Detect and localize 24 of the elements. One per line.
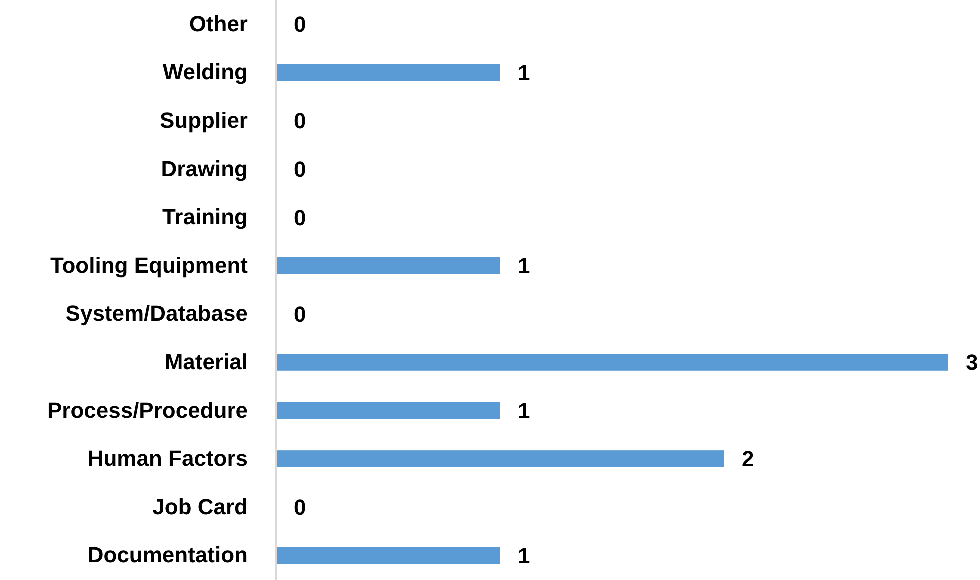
data-label: 0 [294,495,306,520]
data-label: 1 [518,398,530,424]
y-tick-label: Welding [162,60,248,85]
data-label: 1 [518,254,530,279]
y-tick-label: Process/Procedure [47,398,248,423]
data-label: 0 [294,108,306,134]
y-tick-label: Material [164,349,248,374]
data-label: 0 [294,205,306,230]
y-tick-label: Training [162,204,248,230]
y-tick-label: Drawing [161,156,248,182]
data-label: 1 [518,60,530,86]
y-tick-label: Job Card [152,494,248,520]
y-tick-label: System/Database [66,301,248,326]
data-label: 3 [966,350,978,376]
y-tick-label: Supplier [160,108,248,134]
y-tick-label: Tooling Equipment [50,252,249,278]
data-label: 0 [294,302,306,327]
data-label: 1 [518,543,530,568]
y-tick-label: Human Factors [88,446,248,472]
y-tick-label: Other [189,11,248,36]
y-tick-label: Documentation [88,542,248,568]
data-label: 2 [742,446,754,472]
data-label: 0 [294,12,306,38]
data-label: 0 [294,156,306,182]
